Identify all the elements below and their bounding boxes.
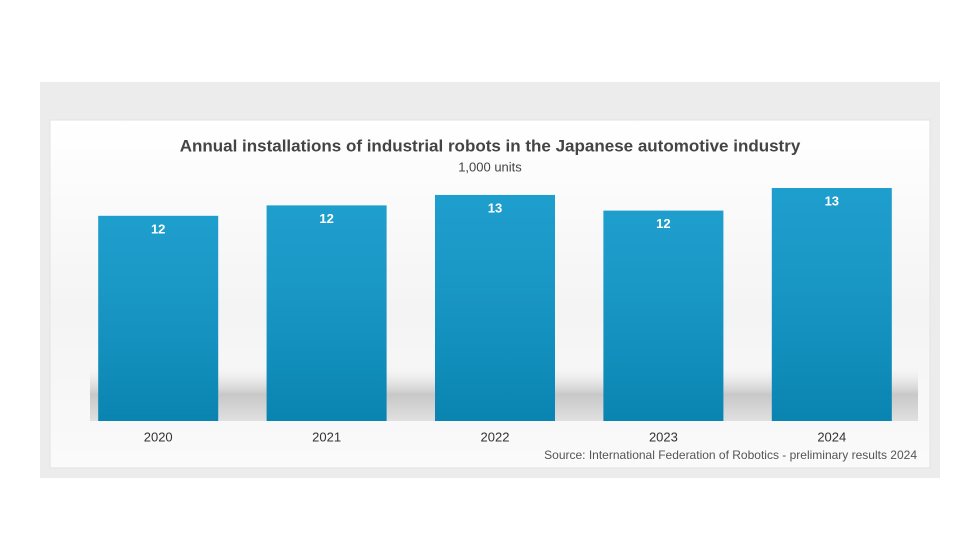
bar-shade <box>266 205 387 421</box>
value-label: 12 <box>656 216 670 231</box>
x-tick-label: 2021 <box>312 429 341 444</box>
x-tick-label: 2023 <box>649 429 678 444</box>
bar-shade <box>435 194 555 421</box>
value-label: 13 <box>488 200 502 215</box>
bar-shade <box>98 215 219 421</box>
value-label: 12 <box>319 211 333 226</box>
x-tick-label: 2022 <box>481 429 510 444</box>
value-label: 13 <box>825 193 839 208</box>
x-tick-label: 2020 <box>144 429 173 444</box>
chart-subtitle: 1,000 units <box>458 159 522 174</box>
x-tick-label: 2024 <box>817 429 846 444</box>
chart-title: Annual installations of industrial robot… <box>180 136 801 155</box>
bar-shade <box>771 188 892 421</box>
bar-shade <box>603 210 724 421</box>
value-label: 12 <box>151 221 165 236</box>
source: Source: International Federation of Robo… <box>544 448 917 462</box>
